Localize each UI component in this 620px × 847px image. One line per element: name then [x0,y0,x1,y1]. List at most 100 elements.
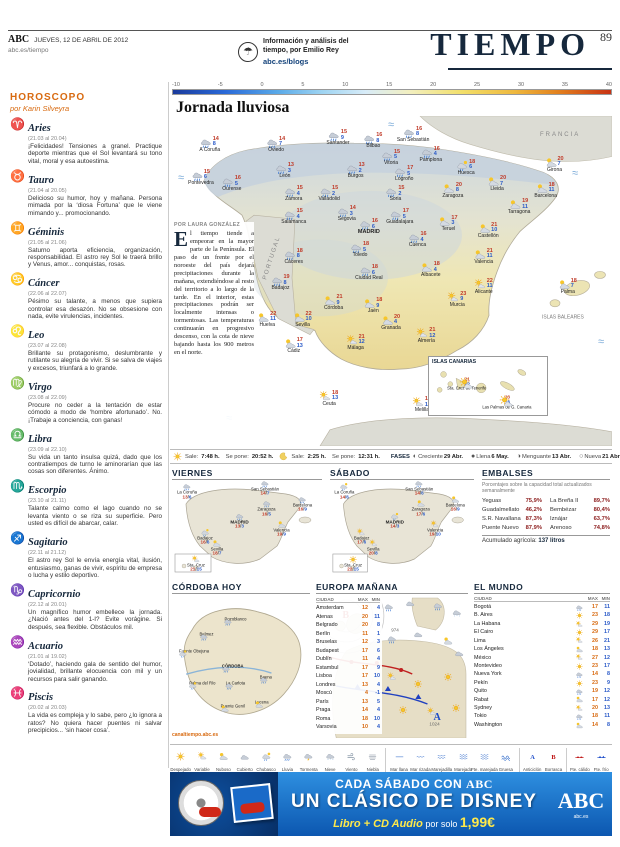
city-lleida: 20 7 Lleida [488,176,506,192]
city-name: MADRID [357,229,380,236]
world-city-row: Washington 14 8 [474,721,610,729]
temp-tick: 25 [474,82,481,88]
temperature-ticks: -10 -5 0 5 10 15 20 25 30 35 40 [172,82,612,89]
reservoir-pct: 80,4% [593,506,610,513]
reservoir-pct: 74,8% [593,524,610,531]
max-temp: 11 [362,630,368,637]
legend-label: Lluvia [281,767,293,772]
city-name: Badajoz [197,535,213,541]
max-temp: 16 [420,231,427,238]
max-temp: 27 [592,654,598,661]
min-temp: 5 [402,213,406,220]
city-name: Rabat [474,696,489,703]
rain-icon [320,186,331,198]
legend-label: Marejadilla [431,767,453,772]
min-temp: 1 [377,630,380,637]
city-name: Oviedo [268,146,284,153]
town-name: Lucena [254,699,269,705]
city-almeria: 21 12 Almería [417,328,435,344]
legend-label: Mar rizada [410,767,431,772]
reservoir-name: Bembézar [550,506,577,513]
zodiac-virgo-icon: ♍ [10,375,25,390]
max-temp: 16 [234,175,241,182]
min-temp: 8 [416,131,420,138]
nuboso-icon [545,157,556,168]
nuboso-icon [422,262,433,273]
city-name: Quito [474,688,487,695]
city-madrid: 16 6 MADRID [358,219,380,236]
town-lucena: Lucena [254,699,269,708]
temp-tick: 30 [517,82,525,88]
low-icon: B [549,748,558,766]
legend-label: Niebla [366,767,379,772]
min-temp: 4 [296,190,300,197]
horoscope-entry-body: Acuario (21.01 al 19.02) ‘Dotado’, haciend… [28,636,162,683]
europe-title: EUROPA MAÑANA [316,582,468,594]
city-san-sebastian: San Sebastián 14/6 [405,479,433,496]
city-name: Huesca [457,169,475,176]
city-badajoz: 19 8 Badajoz [271,275,289,291]
min-temp: 4 [393,319,397,326]
sign-text: Pésimo su talante, a menos que supiera c… [28,298,162,321]
friday-title: VIERNES [172,468,322,480]
phase-date: 6 May. [491,453,509,460]
city-name: Estambul [316,664,339,671]
min-temp: 5 [407,171,411,178]
zodiac-piscis-icon: ♓ [10,686,25,701]
min-temp: 4 [377,724,380,731]
city-name: Sevilla [295,321,310,328]
world-panel: EL MUNDO CIUDAD MAX MIN Bogotá 17 11 B. Aires… [474,582,610,740]
nuboso-icon [479,223,490,234]
legend-fte-calido: Fte. cálido [569,748,590,772]
reservoirs-panel: EMBALSES Porcentajes sobre la capacidad … [482,468,610,544]
legend-label: Despejado [170,767,191,772]
max-temp: 18 [376,297,383,304]
legend-niebla: Niebla [362,748,387,772]
legend-fte-marejada: Fte. marejada [471,748,498,772]
nuboso-icon [488,176,499,187]
min-temp: 4 [377,681,380,688]
reservoir-name: Puente Nuevo [482,524,519,531]
legend-gruesa: Gruesa [495,748,520,772]
city-la-coruna: La Coruña 13/6 [177,483,197,500]
svg-text:A: A [434,712,442,723]
city-name: Tokio [474,713,487,720]
europe-city-row: Londres 13 4 [316,681,380,690]
horoscope-entry-body: Virgo (23.08 al 22.09) Procure no ceder a … [28,377,162,424]
min-temp: 8 [296,253,300,260]
world-city-row: B. Aires 23 18 [474,611,610,619]
variable-icon [197,748,207,766]
rain-icon [364,134,375,145]
phase-date: 29 Abr. [443,453,463,460]
city-valencia: Valencia 19/9 [273,521,290,538]
city-name: Pekín [474,679,488,686]
rain-icon [192,170,203,181]
town-name: Baena [259,674,272,680]
rain-icon [386,186,397,198]
sign-text: Un magnífico humor embellece la jornada.… [28,608,162,631]
variable-icon [387,672,397,681]
min-temp: 8 [455,187,459,194]
city-name: Jaén [367,308,379,315]
canarias-label: ISLAS CANARIAS [432,359,477,365]
city-name: Lima [474,637,486,644]
rain-icon [351,242,362,254]
horoscope-piscis: ♓ Piscis (20.02 al 20.03) La vida es comple… [10,687,162,734]
temp-tick: -5 [217,82,223,88]
max-temp: 22 [486,277,493,284]
chubasco-icon [201,528,209,536]
sign-name: Tauro [28,174,54,186]
book-graphic [230,783,274,823]
city-albacete: 18 4 Albacete [421,262,440,278]
moon-phase-nueva: ○ Nueva 21 Abr. [579,453,620,460]
min-temp: 3 [349,210,353,217]
sun-icon [573,612,586,619]
min-temp: 7 [570,283,574,290]
moon-phase-menguante: ◑ Menguante 13 Abr. [517,453,574,460]
max-temp: 29 [592,629,598,636]
min-temp: 13 [425,403,431,409]
city-name: Segovia [337,216,356,223]
moon-phase-creciente: ◐ Creciente 29 Abr. [413,453,466,460]
